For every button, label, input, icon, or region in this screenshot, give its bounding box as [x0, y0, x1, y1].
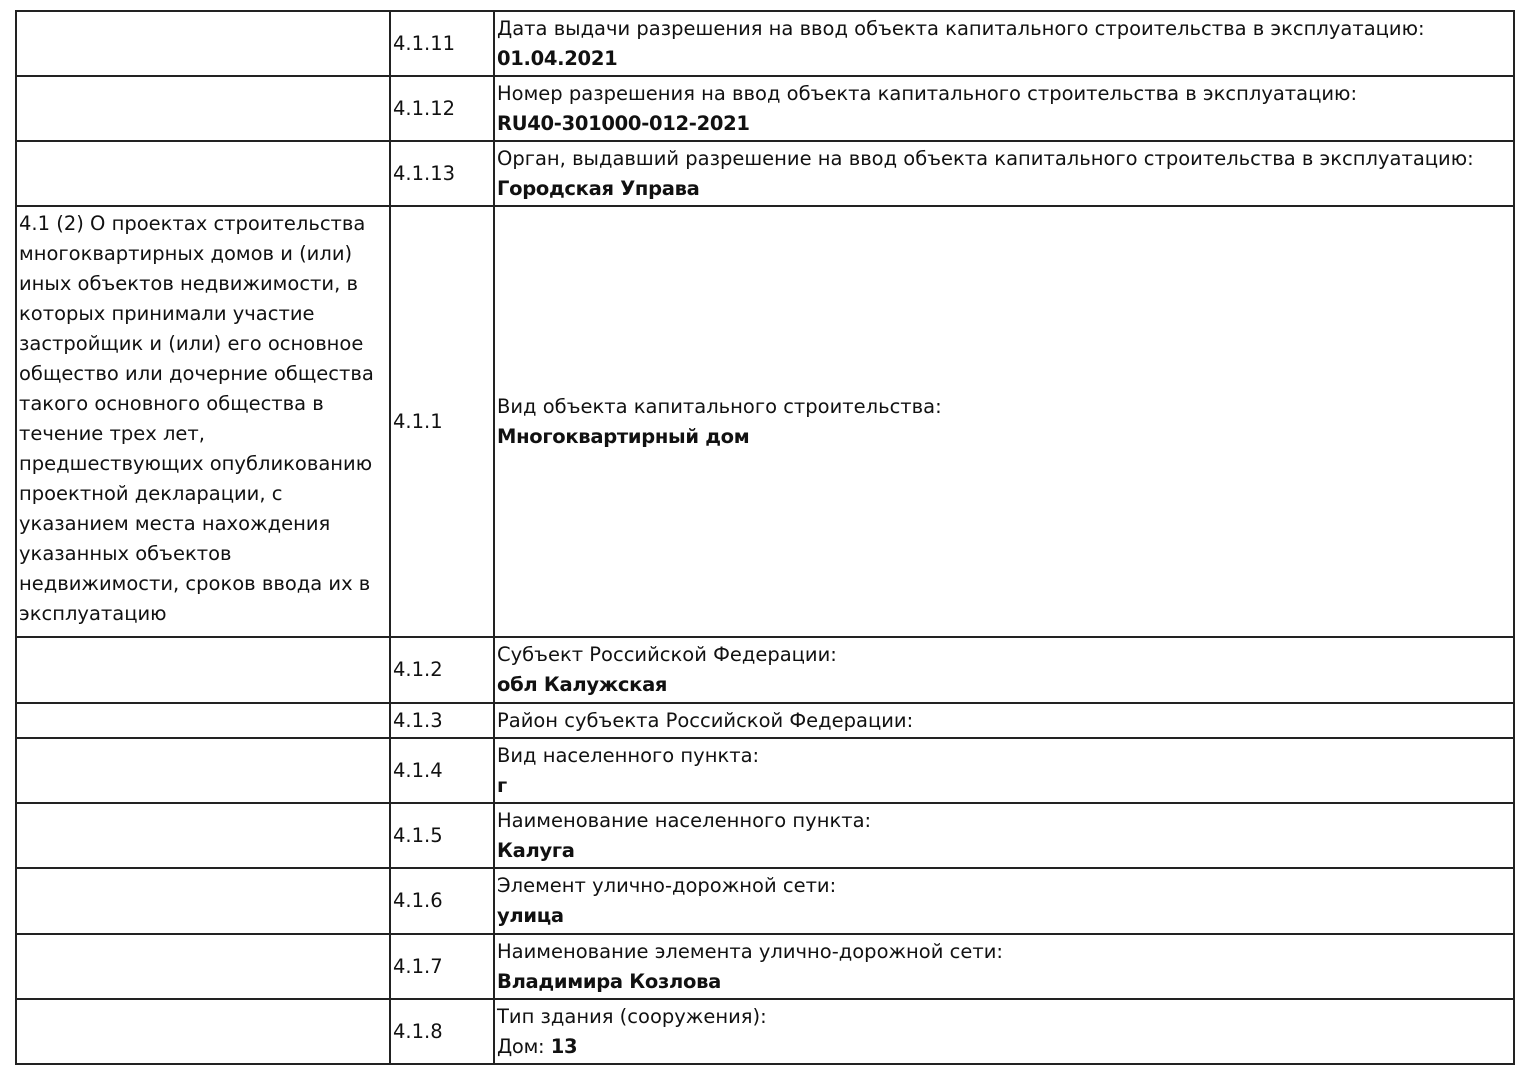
field-value: обл Калужская	[497, 670, 1511, 700]
field-label: Орган, выдавший разрешение на ввод объек…	[497, 146, 1474, 170]
code-cell: 4.1.7	[389, 933, 495, 1000]
table-row: 4.1.2 Субъект Российской Федерации: обл Ка…	[15, 636, 1515, 704]
code-cell: 4.1.13	[389, 140, 495, 207]
code-cell: 4.1.1	[389, 205, 495, 638]
field-value: г	[497, 771, 1511, 801]
field-label: Наименование элемента улично-дорожной се…	[497, 939, 1003, 963]
field-cell: Номер разрешения на ввод объекта капитал…	[493, 75, 1515, 142]
table-row: 4.1.6 Элемент улично-дорожной сети: улица	[15, 867, 1515, 935]
code-cell: 4.1.3	[389, 702, 495, 739]
section-cell	[15, 702, 391, 739]
code-cell: 4.1.4	[389, 737, 495, 804]
field-cell: Субъект Российской Федерации: обл Калужск…	[493, 636, 1515, 704]
section-cell	[15, 867, 391, 935]
field-cell: Район субъекта Российской Федерации:	[493, 702, 1515, 739]
code-cell: 4.1.2	[389, 636, 495, 704]
field-label: Субъект Российской Федерации:	[497, 643, 837, 666]
declaration-table: 4.1.11 Дата выдачи разрешения на ввод объ…	[15, 10, 1515, 1065]
table-row: 4.1.11 Дата выдачи разрешения на ввод объ…	[15, 10, 1515, 77]
field-value: улица	[497, 901, 1511, 931]
table-row: 4.1.5 Наименование населенного пункта: Кал…	[15, 802, 1515, 869]
code-cell: 4.1.11	[389, 10, 495, 77]
field-cell: Вид населенного пункта: г	[493, 737, 1515, 804]
section-cell	[15, 998, 391, 1065]
table-row: 4.1.4 Вид населенного пункта: г	[15, 737, 1515, 804]
field-value-prefix: Дом:	[497, 1034, 545, 1058]
field-cell: Наименование элемента улично-дорожной се…	[493, 933, 1515, 1000]
table-row: 4.1.7 Наименование элемента улично-дорожн…	[15, 933, 1515, 1000]
field-value-text: Городская Управа	[497, 176, 700, 200]
field-value-text: Многоквартирный дом	[497, 424, 750, 448]
code-cell: 4.1.12	[389, 75, 495, 142]
field-cell: Орган, выдавший разрешение на ввод объек…	[493, 140, 1515, 207]
field-label: Элемент улично-дорожной сети:	[497, 874, 837, 897]
table-row: 4.1.3 Район субъекта Российской Федерации…	[15, 702, 1515, 739]
field-label: Район субъекта Российской Федерации:	[497, 708, 914, 732]
field-cell: Наименование населенного пункта: Калуга	[493, 802, 1515, 869]
field-label: Тип здания (сооружения):	[497, 1004, 767, 1028]
section-cell	[15, 802, 391, 869]
field-value: Дом: 13	[497, 1032, 1511, 1062]
table-row: 4.1.12 Номер разрешения на ввод объекта к…	[15, 75, 1515, 142]
field-label: Вид населенного пункта:	[497, 743, 760, 767]
code-cell: 4.1.5	[389, 802, 495, 869]
field-value: Владимира Козлова	[497, 967, 1511, 997]
field-value-text: Калуга	[497, 838, 575, 862]
table-row: 4.1.8 Тип здания (сооружения): Дом: 13	[15, 998, 1515, 1065]
section-cell	[15, 636, 391, 704]
field-value-text: Владимира Козлова	[497, 969, 721, 993]
table-row: 4.1.13 Орган, выдавший разрешение на ввод…	[15, 140, 1515, 207]
section-cell: 4.1 (2) О проектах строительства многокв…	[15, 205, 391, 638]
field-value-text: 01.04.2021	[497, 46, 618, 70]
section-cell	[15, 75, 391, 142]
section-cell	[15, 140, 391, 207]
field-value-text: 13	[550, 1034, 578, 1058]
code-cell: 4.1.6	[389, 867, 495, 935]
field-label: Наименование населенного пункта:	[497, 808, 872, 832]
field-value-text: г	[497, 773, 507, 797]
field-value: Калуга	[497, 836, 1511, 866]
section-cell	[15, 737, 391, 804]
field-value: Многоквартирный дом	[497, 422, 1511, 452]
field-cell: Тип здания (сооружения): Дом: 13	[493, 998, 1515, 1065]
field-cell: Элемент улично-дорожной сети: улица	[493, 867, 1515, 935]
field-cell: Вид объекта капитального строительства: М…	[493, 205, 1515, 638]
field-value: RU40-301000-012-2021	[497, 109, 1511, 139]
field-value-text: обл Калужская	[497, 673, 668, 696]
section-cell	[15, 10, 391, 77]
field-value-text: RU40-301000-012-2021	[497, 111, 750, 135]
table-row: 4.1 (2) О проектах строительства многокв…	[15, 205, 1515, 638]
field-value: Городская Управа	[497, 174, 1511, 204]
field-value: 01.04.2021	[497, 44, 1511, 74]
field-label: Вид объекта капитального строительства:	[497, 394, 942, 418]
field-cell: Дата выдачи разрешения на ввод объекта к…	[493, 10, 1515, 77]
code-cell: 4.1.8	[389, 998, 495, 1065]
section-cell	[15, 933, 391, 1000]
field-label: Дата выдачи разрешения на ввод объекта к…	[497, 16, 1425, 40]
field-value-text: улица	[497, 904, 564, 927]
field-label: Номер разрешения на ввод объекта капитал…	[497, 81, 1358, 105]
